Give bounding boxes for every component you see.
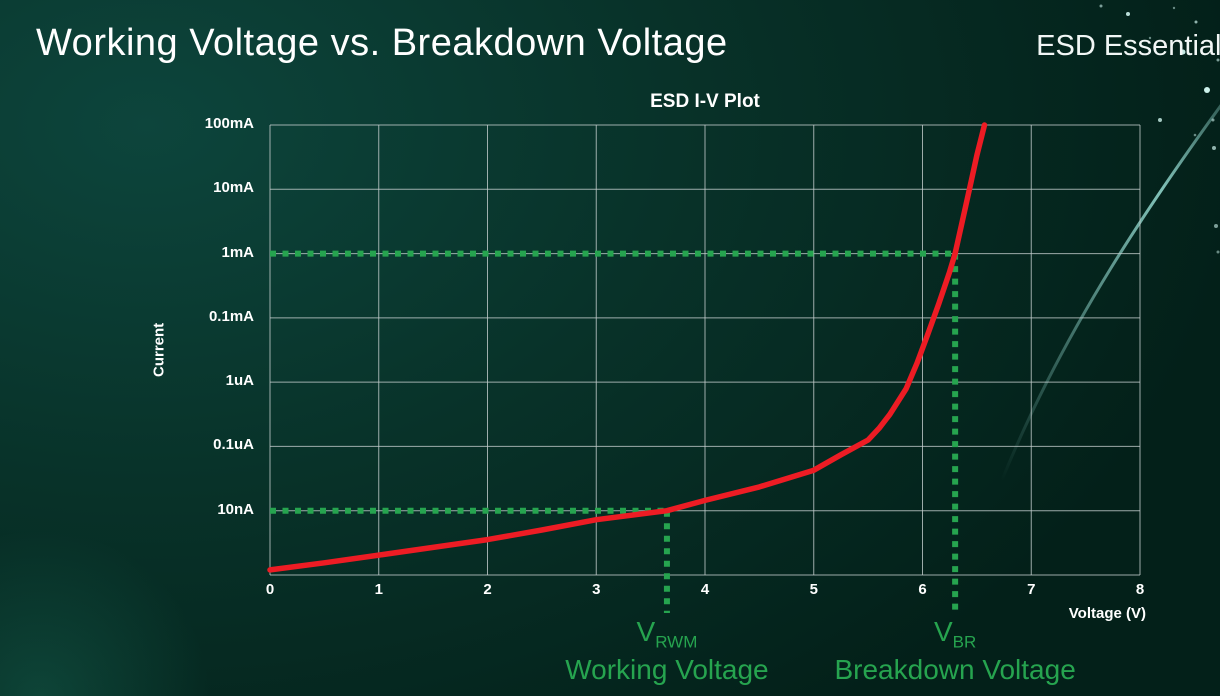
esd-iv-chart: ESD I-V Plot Current 100mA 10mA 1mA 0.1mA 1u… bbox=[151, 91, 1147, 690]
x-tick-label: 0 bbox=[265, 581, 275, 598]
x-axis-label: Voltage (V) bbox=[1068, 605, 1146, 622]
annotation-vrwm-symbol: VRWM bbox=[507, 617, 827, 651]
annotation-vbr-symbol-main: V bbox=[933, 616, 953, 647]
x-tick-label: 2 bbox=[483, 581, 492, 598]
x-tick-label: 4 bbox=[700, 581, 710, 598]
y-tick-label: 1mA bbox=[221, 243, 254, 261]
annotation-vrwm-symbol-sub: RWM bbox=[655, 632, 698, 652]
y-tick-label: 0.1uA bbox=[213, 436, 254, 454]
y-tick-label: 10nA bbox=[217, 500, 254, 518]
y-axis-label: Current bbox=[150, 322, 168, 378]
plot-area bbox=[267, 122, 1141, 613]
y-tick-label: 100mA bbox=[204, 115, 254, 132]
y-tick-label: 0.1mA bbox=[208, 307, 254, 325]
page-title: Working Voltage vs. Breakdown Voltage bbox=[36, 22, 728, 64]
annotation-vbr-caption: Breakdown Voltage bbox=[834, 654, 1076, 686]
x-tick-label: 3 bbox=[592, 581, 601, 598]
brand-logo: ESD Essentials bbox=[1036, 30, 1220, 62]
x-tick-label: 8 bbox=[1135, 581, 1145, 598]
x-tick-label: 6 bbox=[918, 581, 927, 598]
x-axis-tick-labels: 0 1 2 3 4 5 6 7 8 bbox=[266, 581, 1144, 603]
x-tick-label: 7 bbox=[1027, 581, 1036, 598]
chart-title: ESD I-V Plot bbox=[650, 91, 760, 112]
annotation-vrwm-caption: Working Voltage bbox=[565, 654, 769, 686]
annotation-vrwm-symbol-main: V bbox=[636, 616, 656, 647]
y-tick-label: 1uA bbox=[225, 372, 254, 390]
y-tick-label: 10mA bbox=[213, 179, 254, 197]
x-tick-label: 5 bbox=[809, 581, 818, 598]
annotation-vbr-symbol-sub: BR bbox=[952, 632, 977, 652]
x-tick-label: 1 bbox=[374, 581, 383, 598]
y-axis-tick-labels: 100mA 10mA 1mA 0.1mA 1uA 0.1uA 10nA bbox=[178, 115, 262, 575]
annotation-vbr-symbol: VBR bbox=[795, 617, 1115, 651]
annotation-vbr: VBR Breakdown Voltage bbox=[795, 617, 1115, 685]
annotation-vrwm: VRWM Working Voltage bbox=[507, 617, 827, 685]
